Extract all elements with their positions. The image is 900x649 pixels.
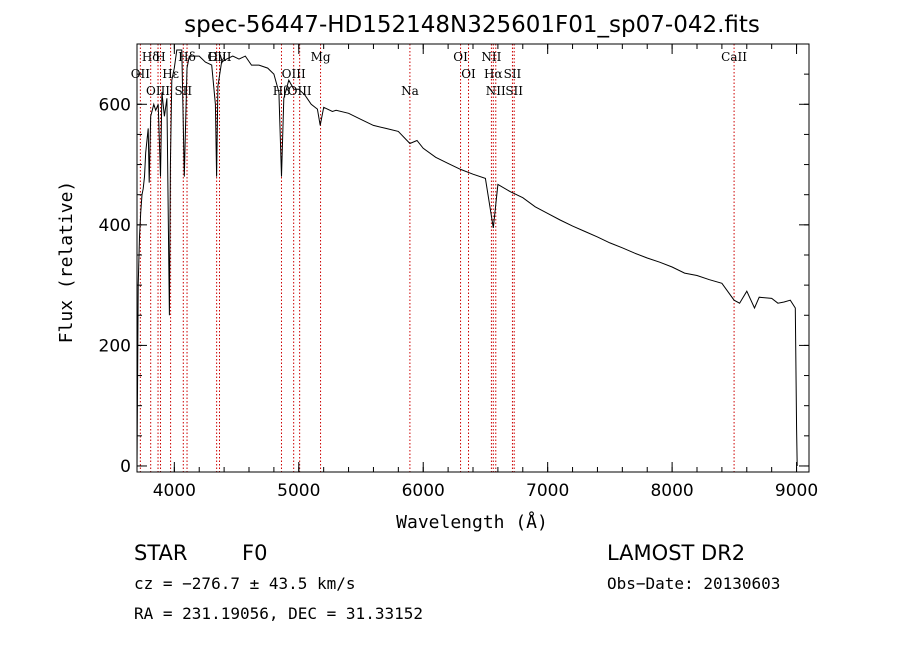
spectral-line-markers bbox=[139, 44, 735, 472]
survey-name: LAMOST DR2 bbox=[607, 541, 745, 565]
spectral-line-label: Hα bbox=[484, 67, 503, 81]
spectral-line-label: OI bbox=[453, 50, 468, 64]
x-tick-label: 6000 bbox=[402, 481, 445, 501]
y-tick-label: 0 bbox=[120, 457, 131, 477]
y-tick-label: 600 bbox=[99, 95, 131, 115]
x-tick-label: 7000 bbox=[526, 481, 569, 501]
y-axis: 0 200 400 600 bbox=[99, 43, 809, 477]
y-tick-label: 400 bbox=[99, 216, 131, 236]
chart-title: spec-56447-HD152148N325601F01_sp07-042.f… bbox=[184, 12, 760, 38]
x-axis: 4000 5000 6000 7000 8000 9000 bbox=[153, 44, 818, 501]
spectral-line-label: Hδ bbox=[178, 50, 196, 64]
spectral-line-label: OIII bbox=[282, 67, 306, 81]
x-axis-label: Wavelength (Å) bbox=[396, 511, 548, 533]
object-subclass: F0 bbox=[242, 541, 267, 565]
spectral-line-label: Hε bbox=[162, 67, 179, 81]
spectral-line-label: NII bbox=[481, 50, 501, 64]
y-tick-label: 200 bbox=[99, 336, 131, 356]
spectral-line-label: OI bbox=[461, 67, 476, 81]
spectrum-line bbox=[136, 49, 798, 470]
y-axis-label: Flux (relative) bbox=[56, 181, 77, 344]
spectral-line-label: Mg bbox=[311, 50, 331, 64]
spectral-line-label: NII bbox=[486, 84, 506, 98]
x-tick-label: 4000 bbox=[153, 481, 196, 501]
spectral-line-label: OIII bbox=[288, 84, 312, 98]
spectral-line-label: Hδ bbox=[142, 50, 160, 64]
spectral-line-label: Na bbox=[401, 84, 419, 98]
spectral-line-label: SII bbox=[504, 67, 522, 81]
observation-date: Obs−Date: 20130603 bbox=[607, 574, 780, 593]
spectral-line-label: OIII bbox=[146, 84, 170, 98]
redshift-velocity: cz = −276.7 ± 43.5 km/s bbox=[134, 574, 356, 593]
x-tick-label: 5000 bbox=[277, 481, 320, 501]
x-tick-label: 8000 bbox=[650, 481, 693, 501]
spectral-line-label: Hγ bbox=[208, 50, 226, 64]
spectral-line-label: SII bbox=[174, 84, 192, 98]
coordinates: RA = 231.19056, DEC = 31.33152 bbox=[134, 604, 423, 623]
spectral-line-label: H bbox=[155, 50, 165, 64]
x-tick-label: 9000 bbox=[775, 481, 818, 501]
spectral-line-label: SII bbox=[505, 84, 523, 98]
object-class: STAR bbox=[134, 541, 187, 565]
plot-frame bbox=[136, 43, 810, 473]
spectral-line-label: OIII bbox=[207, 50, 231, 64]
spectral-line-label: CaII bbox=[721, 50, 747, 64]
